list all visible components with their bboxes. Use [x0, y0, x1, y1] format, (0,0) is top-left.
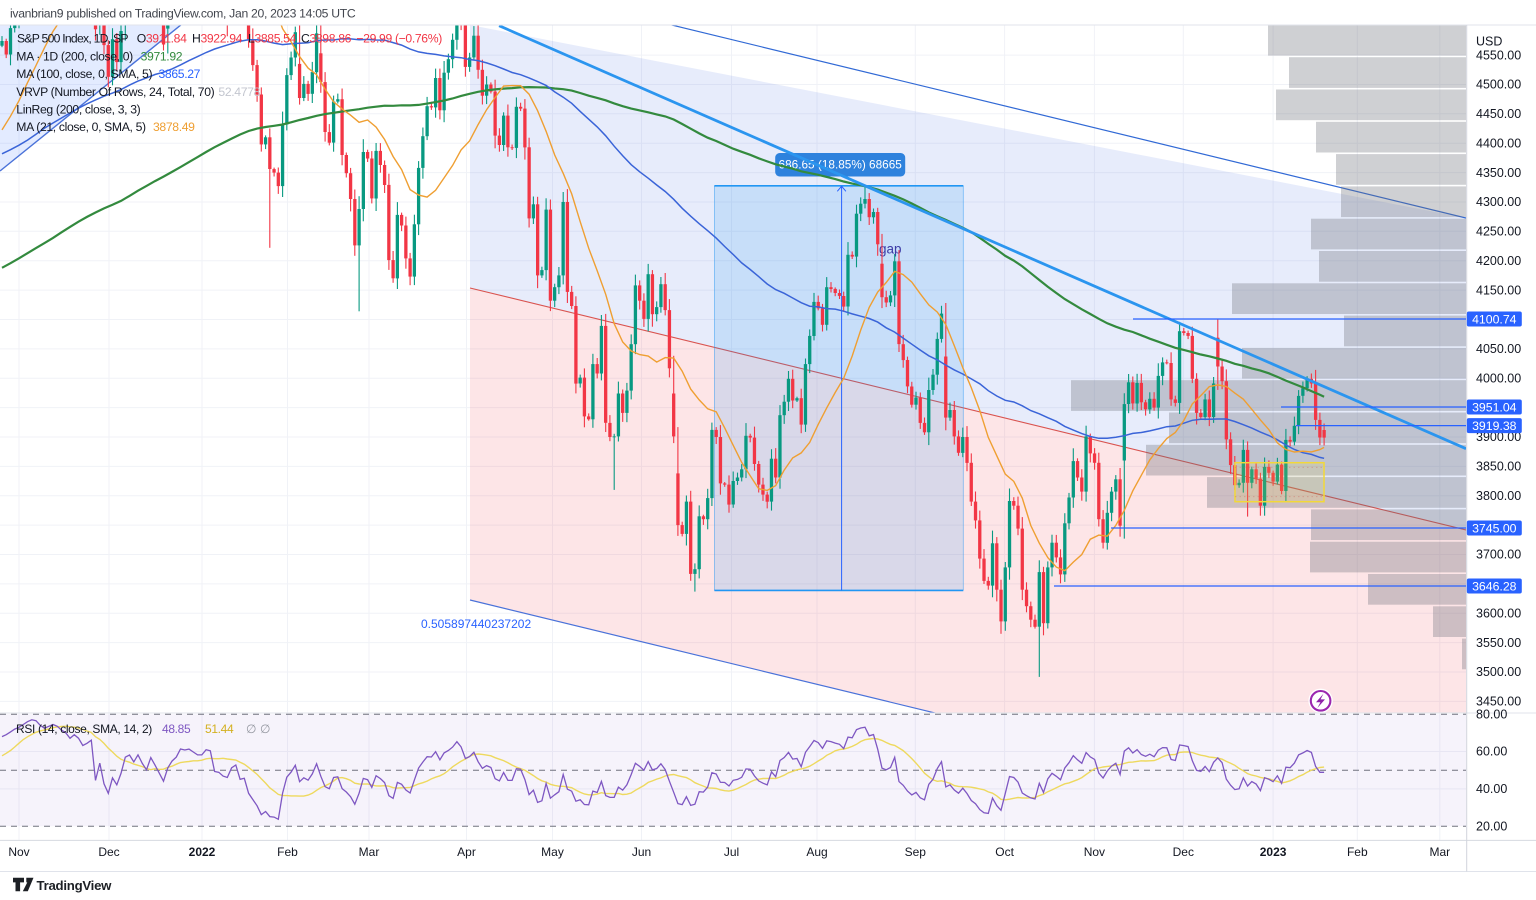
- svg-text:3850.00: 3850.00: [1476, 460, 1521, 474]
- svg-text:Dec: Dec: [1173, 845, 1194, 859]
- svg-text:4350.00: 4350.00: [1476, 166, 1521, 180]
- svg-text:RSI (14, close, SMA, 14, 2)48.: RSI (14, close, SMA, 14, 2) 48.85 51.44 ∅ ∅: [16, 722, 270, 736]
- svg-text:LinReg (200, close, 3, 3): LinReg (200, close, 3, 3): [16, 103, 140, 117]
- svg-text:ivanbrian9 published on Tradin: ivanbrian9 published on TradingView.com,…: [10, 6, 356, 20]
- svg-text:80.00: 80.00: [1476, 707, 1507, 721]
- svg-text:3800.00: 3800.00: [1476, 489, 1521, 503]
- svg-text:2022: 2022: [189, 845, 216, 859]
- svg-text:2023: 2023: [1260, 845, 1287, 859]
- svg-text:USD: USD: [1476, 35, 1502, 49]
- svg-text:0.505897440237202: 0.505897440237202: [421, 617, 531, 631]
- svg-text:4300.00: 4300.00: [1476, 195, 1521, 209]
- svg-text:3700.00: 3700.00: [1476, 548, 1521, 562]
- svg-text:20.00: 20.00: [1476, 819, 1507, 833]
- svg-text:4150.00: 4150.00: [1476, 283, 1521, 297]
- svg-text:3919.38: 3919.38: [1472, 419, 1517, 433]
- svg-text:4500.00: 4500.00: [1476, 78, 1521, 92]
- svg-text:Dec: Dec: [98, 845, 119, 859]
- svg-text:Feb: Feb: [277, 845, 298, 859]
- svg-text:Oct: Oct: [995, 845, 1014, 859]
- svg-text:3550.00: 3550.00: [1476, 636, 1521, 650]
- svg-text:40.00: 40.00: [1476, 782, 1507, 796]
- svg-text:4400.00: 4400.00: [1476, 136, 1521, 150]
- svg-text:May: May: [541, 845, 564, 859]
- svg-text:4550.00: 4550.00: [1476, 48, 1521, 62]
- svg-text:Nov: Nov: [8, 845, 29, 859]
- svg-text:Feb: Feb: [1347, 845, 1368, 859]
- svg-text:4250.00: 4250.00: [1476, 225, 1521, 239]
- svg-text:3745.00: 3745.00: [1472, 521, 1517, 535]
- svg-text:TradingView: TradingView: [37, 878, 113, 893]
- svg-text:Jul: Jul: [724, 845, 739, 859]
- svg-text:Apr: Apr: [457, 845, 476, 859]
- svg-text:3646.28: 3646.28: [1472, 579, 1517, 593]
- svg-text:Aug: Aug: [806, 845, 827, 859]
- svg-text:4200.00: 4200.00: [1476, 254, 1521, 268]
- svg-text:Jun: Jun: [632, 845, 651, 859]
- svg-text:3951.04: 3951.04: [1472, 400, 1517, 414]
- svg-text:60.00: 60.00: [1476, 745, 1507, 759]
- svg-text:MA (100, close, 0, SMA, 5)3865: MA (100, close, 0, SMA, 5) 3865.27: [16, 67, 200, 81]
- svg-text:4000.00: 4000.00: [1476, 371, 1521, 385]
- svg-text:Sep: Sep: [905, 845, 927, 859]
- svg-text:3500.00: 3500.00: [1476, 665, 1521, 679]
- svg-text:Mar: Mar: [359, 845, 380, 859]
- svg-text:4450.00: 4450.00: [1476, 107, 1521, 121]
- svg-text:MA (21, close, 0, SMA, 5)3878.: MA (21, close, 0, SMA, 5) 3878.49: [16, 120, 195, 134]
- svg-text:3600.00: 3600.00: [1476, 606, 1521, 620]
- svg-text:Nov: Nov: [1084, 845, 1105, 859]
- svg-text:VRVP (Number Of Rows, 24, Tota: VRVP (Number Of Rows, 24, Total, 70) 52.4…: [16, 85, 260, 99]
- svg-text:MA · 1D (200, close, 0)3971.92: MA · 1D (200, close, 0) 3971.92: [16, 49, 182, 63]
- svg-text:4100.74: 4100.74: [1472, 312, 1517, 326]
- svg-text:Mar: Mar: [1429, 845, 1450, 859]
- svg-text:4050.00: 4050.00: [1476, 342, 1521, 356]
- svg-text:gap: gap: [879, 242, 902, 257]
- svg-text:3900.00: 3900.00: [1476, 430, 1521, 444]
- svg-text:3450.00: 3450.00: [1476, 695, 1521, 709]
